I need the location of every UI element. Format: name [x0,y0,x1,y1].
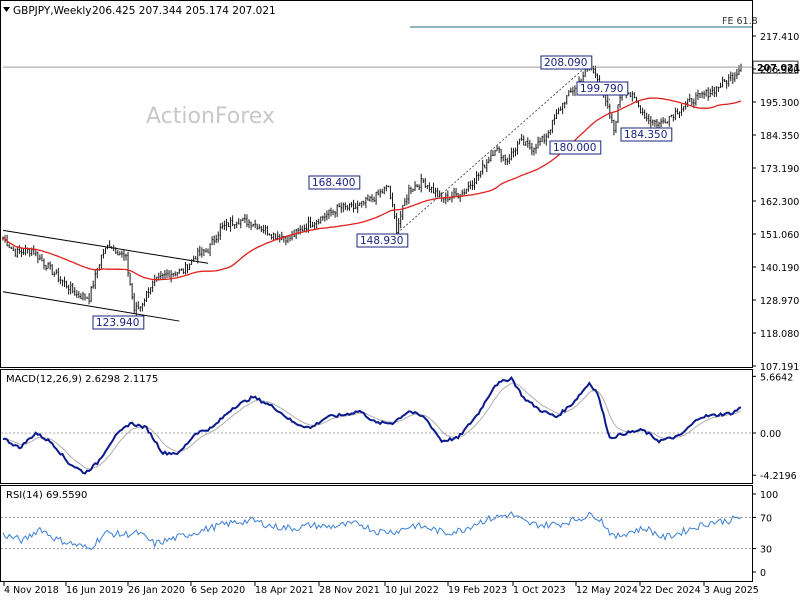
macd-signal-line [2,382,742,470]
price-annotation-box [92,315,145,330]
price-annotation-label: 148.930 [360,235,403,247]
price-ytick-label: 140.190 [760,263,799,274]
price-annotation-label: 180.000 [553,142,596,154]
macd-panel-frame [0,369,753,484]
rsi-ytick-label: 0 [760,568,766,579]
price-ytick-label: 151.060 [760,230,799,241]
rsi-title: RSI(14) 69.5590 [6,490,87,501]
moving-average-line [2,97,742,281]
last-price-box [752,60,799,74]
header-triangle-icon [3,7,10,12]
price-ytick-label: 128.970 [760,296,799,307]
x-tick-label: 4 Nov 2018 [4,585,59,596]
x-tick-label: 3 Aug 2025 [704,585,759,596]
price-panel-frame [0,0,753,368]
rsi-ytick-label: 70 [760,513,772,524]
x-tick-label: 28 Nov 2021 [319,585,380,596]
price-annotation-box [576,81,629,96]
macd-ytick-label: -4.2196 [760,471,797,482]
x-tick-label: 26 Jan 2020 [128,585,185,596]
price-ytick-label: 206.300 [760,65,799,76]
x-tick-label: 12 May 2024 [576,585,638,596]
symbol-label: GBPJPY,Weekly [13,5,92,17]
price-ytick-label: 162.300 [760,197,799,208]
macd-ytick-label: 5.6642 [760,372,793,383]
x-tick-label: 16 Jun 2019 [66,585,123,596]
price-ytick-label: 184.350 [760,131,799,142]
x-tick-label: 6 Sep 2020 [191,585,245,596]
price-annotation-label: 208.090 [544,57,587,69]
channel-lower-line [2,291,180,322]
ohlc-values: 206.425 207.344 205.174 207.021 [92,5,276,17]
rsi-ytick-label: 30 [760,545,772,556]
price-annotation-box [620,127,673,142]
last-price-label: 207.021 [757,63,800,74]
macd-line [2,376,742,475]
price-ytick-label: 195.300 [760,98,799,109]
price-ytick-label: 118.080 [760,329,799,340]
x-tick-label: 18 Apr 2021 [255,585,314,596]
price-annotation-label: 168.400 [312,177,355,189]
price-annotation-box [549,140,602,155]
channel-upper-line [2,229,209,264]
price-annotation-box [356,233,409,248]
x-tick-label: 19 Feb 2023 [448,585,507,596]
rsi-panel-frame [0,485,753,582]
watermark: ActionForex [146,104,275,129]
wave-connector [388,63,611,242]
fe-level-label: FE 61.8 [722,16,758,27]
price-ytick-label: 107.191 [760,362,799,373]
x-tick-label: 22 Dec 2024 [640,585,701,596]
price-ytick-label: 173.190 [760,164,799,175]
x-tick-label: 10 Jul 2022 [385,585,439,596]
price-annotation-label: 199.790 [580,83,623,95]
macd-ytick-label: 0.00 [760,429,781,440]
x-tick-label: 1 Oct 2023 [513,585,566,596]
rsi-ytick-label: 100 [760,490,778,501]
price-annotation-box [540,55,593,70]
price-annotation-label: 184.350 [624,129,667,141]
rsi-line [2,511,742,551]
price-ytick-label: 217.410 [760,32,799,43]
macd-title: MACD(12,26,9) 2.6298 2.1175 [6,374,158,385]
price-annotation-box [308,175,361,190]
price-annotation-label: 123.940 [96,317,139,329]
